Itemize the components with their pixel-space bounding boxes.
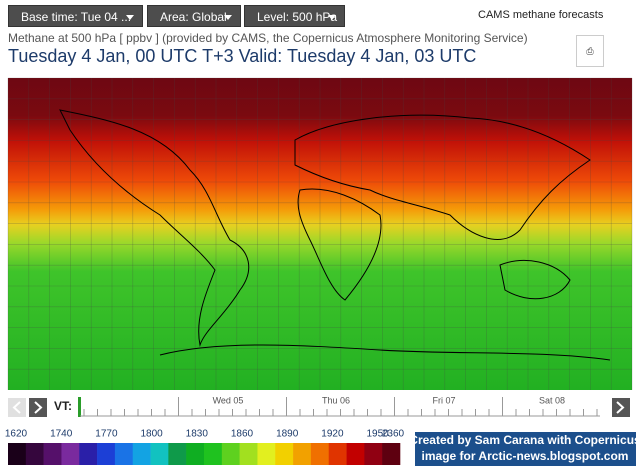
legend-swatch — [97, 443, 116, 465]
legend-swatch — [239, 443, 258, 465]
legend-label: 1800 — [140, 429, 163, 440]
methane-map — [8, 78, 632, 390]
timeline-day: Thu 06 — [322, 395, 350, 405]
timeline-label: VT: — [54, 399, 72, 413]
coastlines — [59, 109, 611, 361]
legend-swatch — [79, 443, 98, 465]
legend-label: 1950 — [366, 429, 389, 440]
legend-swatch — [310, 443, 330, 465]
app-title: CAMS methane forecasts — [478, 9, 604, 21]
legend-label: 1740 — [50, 429, 73, 440]
legend-swatch — [257, 443, 276, 465]
legend-swatch — [61, 443, 80, 465]
arrows — [12, 401, 43, 414]
legend-label: 1620 — [5, 429, 28, 440]
legend-swatch — [364, 443, 383, 465]
legend-swatch — [150, 443, 169, 465]
legend-label: 1890 — [276, 429, 299, 440]
end-arrow — [616, 401, 625, 414]
legend-swatch — [8, 443, 27, 465]
timeline-day: Sat 08 — [539, 395, 565, 405]
legend-swatch — [43, 443, 62, 465]
legend-swatch — [114, 443, 134, 465]
area-dropdown[interactable]: Area: Global — [147, 5, 241, 27]
prev-button[interactable] — [8, 398, 26, 417]
legend-swatch — [132, 443, 151, 465]
credit-box — [415, 432, 636, 466]
base-time-dropdown[interactable]: Base time: Tue 04 ... — [8, 5, 143, 27]
legend-swatch — [25, 443, 44, 465]
level-dropdown[interactable]: Level: 500 hPa — [244, 5, 345, 27]
legend-label: 1830 — [186, 429, 209, 440]
legend-swatch — [186, 443, 205, 465]
next-button[interactable] — [29, 398, 47, 417]
legend-swatch — [346, 443, 365, 465]
print-button[interactable]: ⎙ — [576, 35, 604, 67]
legend-label: 1860 — [231, 429, 254, 440]
legend-swatch — [204, 443, 223, 465]
map-subtitle: Methane at 500 hPa [ ppbv ] (provided by… — [8, 31, 528, 45]
timeline-day: Wed 05 — [213, 395, 244, 405]
legend-swatch — [293, 443, 312, 465]
legend-label: 1770 — [95, 429, 118, 440]
credit-line: Created by Sam Carana with Copernicus — [409, 433, 640, 447]
map-title: Tuesday 4 Jan, 00 UTC T+3 Valid: Tuesday… — [8, 46, 477, 66]
legend-swatch — [382, 443, 401, 465]
legend-label: 1920 — [321, 429, 344, 440]
current-time-marker — [78, 397, 81, 417]
timeline: VT: Wed 05 Thu 06 Fri 07 Sat 08 — [8, 395, 630, 417]
credit-line: image for Arctic-news.blogspot.com — [422, 449, 629, 463]
end-button[interactable] — [612, 398, 630, 417]
legend-swatch — [221, 443, 240, 465]
legend-swatch — [275, 443, 294, 465]
legend-swatch — [328, 443, 347, 465]
legend-label: 2360 — [382, 429, 405, 440]
timeline-day: Fri 07 — [432, 395, 455, 405]
legend-swatch — [168, 443, 187, 465]
